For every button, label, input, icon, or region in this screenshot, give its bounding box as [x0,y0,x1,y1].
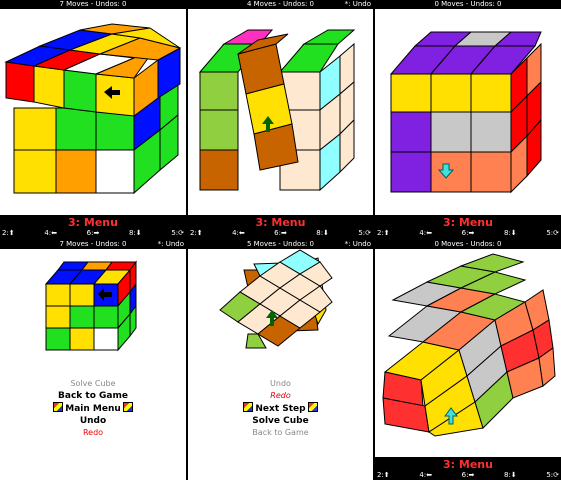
key-up[interactable]: 2:⬆ [190,229,203,237]
moves-status: 0 Moves - Undos: 0 [434,240,502,248]
panel-4: 7 Moves - Undos: 0 *: Undo Solve Cube Bac… [0,240,186,480]
control-bar: 3: Menu 2:⬆ 4:⬅ 6:➡ 8:⬇ 5:⟳ [0,215,186,238]
menu-next-step[interactable]: Next Step [255,404,306,414]
key-down[interactable]: 8:⬇ [503,229,517,237]
key-down[interactable]: 8:⬇ [128,229,142,237]
key-rotate[interactable]: 5:⟳ [358,229,371,237]
key-rotate[interactable]: 5:⟳ [546,229,559,237]
key-left[interactable]: 4:⬅ [232,229,245,237]
menu-solve-cube[interactable]: Solve Cube [70,379,116,388]
undo-hint: *: Undo [157,240,184,248]
arrow-left-icon [98,288,112,301]
divider [186,0,188,480]
moves-status: 0 Moves - Undos: 0 [434,0,502,8]
cube-view-2[interactable] [188,0,373,238]
game-menu: Undo Redo Next Step Solve Cube Back to G… [188,378,373,439]
status-bar: 7 Moves - Undos: 0 [0,0,186,9]
cube-view-3[interactable] [375,0,561,238]
arrow-up-icon [444,407,458,425]
divider [0,238,561,240]
cube-icon [53,402,64,412]
menu-solve-cube[interactable]: Solve Cube [252,416,309,426]
status-bar: 5 Moves - Undos: 0 *: Undo [188,240,373,249]
key-right[interactable]: 6:➡ [461,471,475,479]
control-bar: 3: Menu 2:⬆ 4:⬅ 6:➡ 8:⬇ 5:⟳ [375,215,561,238]
menu-button[interactable]: 3: Menu [68,216,118,229]
control-bar: 3: Menu 2:⬆ 4:⬅ 6:➡ 8:⬇ 5:⟳ [375,457,561,480]
key-left[interactable]: 4:⬅ [419,229,433,237]
key-right[interactable]: 6:➡ [274,229,287,237]
moves-status: 4 Moves - Undos: 0 [246,0,315,8]
status-bar: 7 Moves - Undos: 0 *: Undo [0,240,186,249]
menu-redo[interactable]: Redo [82,428,104,437]
key-up[interactable]: 2:⬆ [377,229,390,237]
cube-icon [122,402,133,412]
key-down[interactable]: 8:⬇ [503,471,517,479]
key-right[interactable]: 6:➡ [86,229,100,237]
undo-hint: *: Undo [344,0,371,8]
cube-view-6[interactable] [375,240,561,480]
menu-button[interactable]: 3: Menu [443,458,493,471]
key-left[interactable]: 4:⬅ [44,229,58,237]
menu-button[interactable]: 3: Menu [443,216,493,229]
arrow-left-icon [104,86,120,99]
menu-button[interactable]: 3: Menu [255,216,306,229]
cube-icon [243,402,254,412]
arrow-up-icon [266,310,278,326]
key-rotate[interactable]: 5:⟳ [171,229,184,237]
menu-next-step-row[interactable]: Next Step [188,402,373,415]
status-bar: 0 Moves - Undos: 0 [375,0,561,9]
moves-status: 7 Moves - Undos: 0 [59,240,127,248]
panel-2: 4 Moves - Undos: 0 *: Undo 3: Menu 2:⬆ 4:… [188,0,373,238]
key-left[interactable]: 4:⬅ [419,471,433,479]
menu-main-menu-row[interactable]: Main Menu [0,402,186,415]
menu-back-to-game[interactable]: Back to Game [252,428,309,437]
key-up[interactable]: 2:⬆ [2,229,15,237]
panel-6: 0 Moves - Undos: 0 3: Menu 2:⬆ 4:⬅ [375,240,561,480]
panel-1: 7 Moves - Undos: 0 3: Menu 2:⬆ [0,0,186,238]
undo-hint: *: Undo [344,240,371,248]
divider [373,0,375,480]
moves-status: 7 Moves - Undos: 0 [59,0,127,8]
cube-view-4[interactable] [0,240,186,480]
key-down[interactable]: 8:⬇ [316,229,329,237]
menu-back-to-game[interactable]: Back to Game [58,391,128,401]
cube-icon [307,402,318,412]
moves-status: 5 Moves - Undos: 0 [246,240,315,248]
game-menu: Solve Cube Back to Game Main Menu Undo R… [0,378,186,439]
cube-view-1[interactable] [0,0,186,238]
key-up[interactable]: 2:⬆ [377,471,390,479]
menu-undo[interactable]: Undo [79,416,107,426]
menu-main-menu[interactable]: Main Menu [65,404,121,414]
key-rotate[interactable]: 5:⟳ [546,471,559,479]
arrow-up-icon [262,116,274,132]
status-bar: 4 Moves - Undos: 0 *: Undo [188,0,373,9]
cube-view-5[interactable] [188,240,373,480]
control-bar: 3: Menu 2:⬆ 4:⬅ 6:➡ 8:⬇ 5:⟳ [188,215,373,238]
menu-undo[interactable]: Undo [270,379,291,388]
arrow-down-icon [437,163,455,179]
key-right[interactable]: 6:➡ [461,229,475,237]
menu-redo[interactable]: Redo [270,391,291,400]
panel-3: 0 Moves - Undos: 0 3: Menu 2:⬆ 4:⬅ 6:➡ 8… [375,0,561,238]
panel-5: 5 Moves - Undos: 0 *: Undo Undo Redo Next… [188,240,373,480]
status-bar: 0 Moves - Undos: 0 [375,240,561,249]
